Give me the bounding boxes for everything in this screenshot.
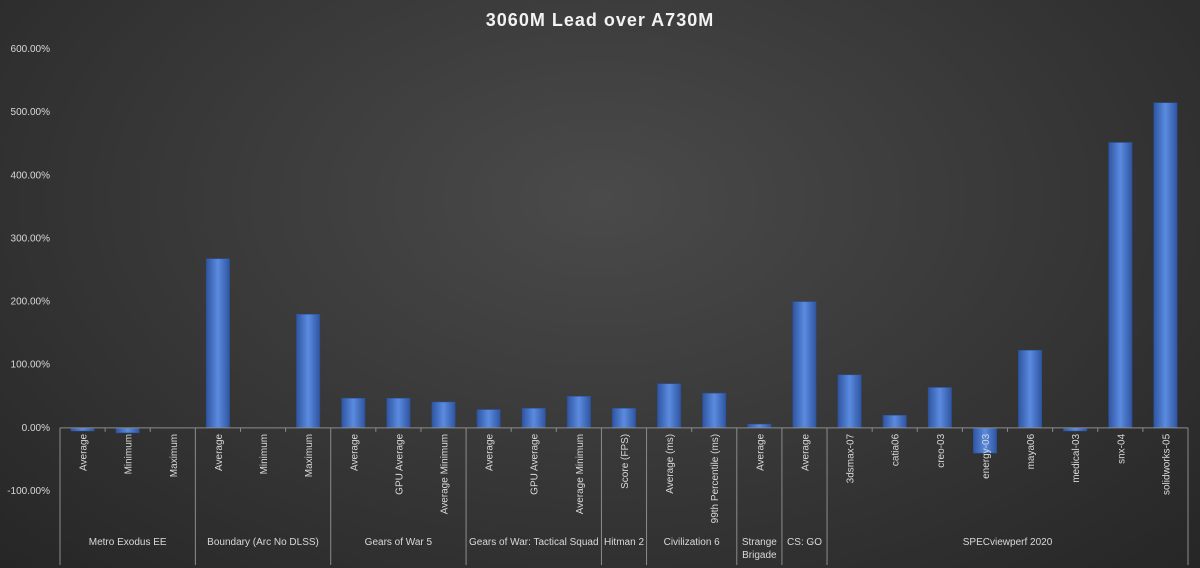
y-tick-label: 100.00% [11,360,51,371]
category-label: Average (ms) [665,434,676,494]
group-label: Strange [742,537,777,548]
category-label: Average [755,433,766,471]
bar [882,414,907,429]
bar [296,313,321,429]
bar [1153,102,1178,429]
group-label: Hitman 2 [604,537,644,548]
category-label: Average [214,433,225,471]
category-label: Maximum [169,434,180,477]
bar [702,392,727,429]
y-tick-label: -100.00% [7,486,50,497]
bar [521,408,546,429]
bar [431,401,456,429]
bars [70,102,1178,454]
x-axis: Average Minimum Maximum Average Minimum Maxim… [59,427,1189,565]
y-tick-label: 0.00% [22,423,50,434]
category-label: Score (FPS) [620,434,631,489]
y-tick-label: 300.00% [11,233,51,244]
bar [566,396,591,429]
y-tick-label: 200.00% [11,297,51,308]
category-label: medical-03 [1071,433,1082,482]
category-label: Average [800,433,811,471]
category-label: Average Minimum [440,434,451,514]
bar [386,397,411,429]
group-label: Boundary (Arc No DLSS) [207,537,319,548]
bar [1108,142,1133,429]
category-label: 99th Percentile (ms) [710,434,721,523]
category-label: solidworks-05 [1161,433,1172,495]
category-label: GPU Average [394,433,405,494]
category-label: snx-04 [1116,433,1127,463]
group-label: SPECviewperf 2020 [963,537,1053,548]
bar [612,408,636,429]
category-label: Average [485,433,496,471]
chart-title: 3060M Lead over A730M [485,10,715,30]
bar [1018,349,1043,429]
bar [747,423,772,429]
bar [837,374,862,429]
bar [115,427,140,434]
category-label: catia06 [891,433,902,466]
y-tick-label: 400.00% [11,170,51,181]
bar [341,397,366,429]
category-label: Minimum [259,434,270,475]
category-label: Minimum [124,434,135,475]
category-label: Maximum [304,434,315,477]
group-label: Brigade [742,550,777,561]
group-label: CS: GO [787,537,822,548]
bar [476,409,501,429]
y-tick-label: 500.00% [11,107,51,118]
group-label: Civilization 6 [664,537,721,548]
bar [205,258,230,429]
category-label: creo-03 [936,433,947,467]
group-label: Gears of War 5 [365,537,433,548]
bar [927,387,952,429]
bar [657,383,682,429]
y-tick-label: 600.00% [11,44,51,55]
group-label: Metro Exodus EE [89,537,167,548]
group-label: Gears of War: Tactical Squad [469,537,599,548]
bar [792,301,817,429]
category-label: maya06 [1026,433,1037,469]
category-label: Average [79,433,90,471]
category-label: 3dsmax-07 [846,433,857,483]
y-axis: -100.00% 0.00% 100.00% 200.00% 300.00% 400.00… [7,44,50,497]
category-label: Average [349,433,360,471]
category-label: energy-03 [981,433,992,478]
category-label: GPU Average [530,433,541,494]
category-label: Average Minimum [575,434,586,514]
